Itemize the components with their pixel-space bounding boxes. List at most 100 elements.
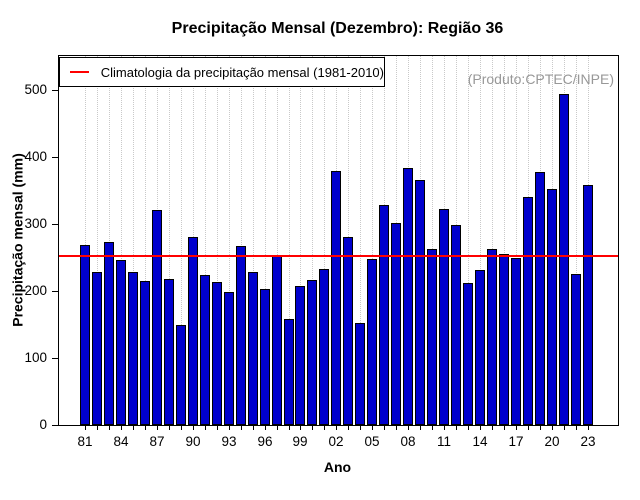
legend: Climatologia da precipitação mensal (198… [59, 57, 385, 87]
x-tick [528, 425, 529, 430]
x-tick [480, 425, 481, 430]
y-tick-label: 400 [24, 149, 47, 164]
bar-year-2003 [343, 237, 353, 425]
gridline [432, 56, 433, 425]
chart-title: Precipitação Mensal (Dezembro): Região 3… [171, 20, 504, 37]
legend-label: Climatologia da precipitação mensal (198… [100, 64, 384, 80]
gridline [576, 56, 577, 425]
produto-watermark: (Produto:CPTEC/INPE) [467, 71, 614, 87]
x-axis-label: Ano [323, 459, 352, 475]
x-tick [300, 425, 301, 430]
x-tick [576, 425, 577, 430]
bar-year-1996 [260, 289, 270, 425]
x-tick [277, 425, 278, 430]
x-tick [432, 425, 433, 430]
bar-year-1998 [284, 319, 294, 425]
x-tick-label: 08 [400, 434, 416, 449]
x-tick [468, 425, 469, 430]
bar-year-1985 [128, 272, 138, 425]
x-tick [348, 425, 349, 430]
x-tick-label: 99 [292, 434, 308, 449]
bar-year-2006 [379, 205, 389, 425]
x-tick [265, 425, 266, 430]
gridline [372, 56, 373, 425]
x-tick [360, 425, 361, 430]
x-tick-label: 14 [472, 434, 488, 449]
gridline [289, 56, 290, 425]
bar-year-2001 [319, 269, 329, 425]
gridline [85, 56, 86, 425]
gridline [217, 56, 218, 425]
x-tick [193, 425, 194, 430]
legend-line-sample [70, 71, 89, 73]
x-tick [85, 425, 86, 430]
y-tick-label: 200 [24, 283, 47, 298]
gridline [492, 56, 493, 425]
x-tick [241, 425, 242, 430]
x-tick-label: 02 [328, 434, 344, 449]
climatology-line [59, 255, 618, 257]
x-tick [540, 425, 541, 430]
bar-year-2012 [451, 225, 461, 425]
y-tick-label: 100 [24, 350, 47, 365]
gridline [229, 56, 230, 425]
plot-area: 81 84 87 90 93 96 99 02 05 08 11 14 17 20 23 0 100 200 300… [24, 55, 619, 449]
x-tick [552, 425, 553, 430]
bar-year-2000 [307, 280, 317, 425]
gridline [133, 56, 134, 425]
x-tick [157, 425, 158, 430]
bar-year-1991 [200, 275, 210, 425]
bar-year-2022 [571, 274, 581, 425]
y-tick [52, 90, 59, 91]
bar-year-2021 [559, 94, 569, 425]
bar-year-1999 [295, 286, 305, 425]
bar-year-2004 [355, 323, 365, 425]
bar-year-1989 [176, 325, 186, 425]
x-tick [456, 425, 457, 430]
y-axis-label: Precipitação mensal (mm) [9, 153, 26, 327]
gridline [97, 56, 98, 425]
x-tick [372, 425, 373, 430]
bar-year-1993 [224, 292, 234, 425]
y-tick-label: 300 [24, 216, 47, 231]
bar-year-1986 [140, 281, 150, 425]
bar-year-1982 [92, 272, 102, 425]
x-tick [492, 425, 493, 430]
x-tick [169, 425, 170, 430]
bar-year-2005 [367, 259, 377, 425]
x-tick [336, 425, 337, 430]
x-tick [217, 425, 218, 430]
bar-year-2009 [415, 180, 425, 425]
x-tick [408, 425, 409, 430]
x-tick [97, 425, 98, 430]
gridline [324, 56, 325, 425]
x-tick [181, 425, 182, 430]
gridline [468, 56, 469, 425]
bar-year-2020 [547, 189, 557, 425]
x-tick [133, 425, 134, 430]
x-tick [324, 425, 325, 430]
bar-year-2018 [523, 197, 533, 425]
bar-year-1983 [104, 242, 114, 425]
bar-year-1981 [80, 245, 90, 425]
bar-year-2023 [583, 185, 593, 425]
bar-year-2007 [391, 223, 401, 425]
x-tick-label: 84 [113, 434, 129, 449]
x-tick [253, 425, 254, 430]
gridline [241, 56, 242, 425]
bar-year-2014 [475, 270, 485, 425]
y-tick [52, 157, 59, 158]
x-tick [588, 425, 589, 430]
bar-year-2002 [331, 171, 341, 425]
y-tick [52, 291, 59, 292]
gridline [300, 56, 301, 425]
x-tick [205, 425, 206, 430]
gridline [277, 56, 278, 425]
y-tick-label: 0 [39, 417, 47, 432]
bar-year-2017 [511, 258, 521, 425]
x-tick [384, 425, 385, 430]
x-tick [420, 425, 421, 430]
y-tick-label: 500 [24, 82, 47, 97]
gridline [253, 56, 254, 425]
bar-year-1994 [236, 246, 246, 425]
